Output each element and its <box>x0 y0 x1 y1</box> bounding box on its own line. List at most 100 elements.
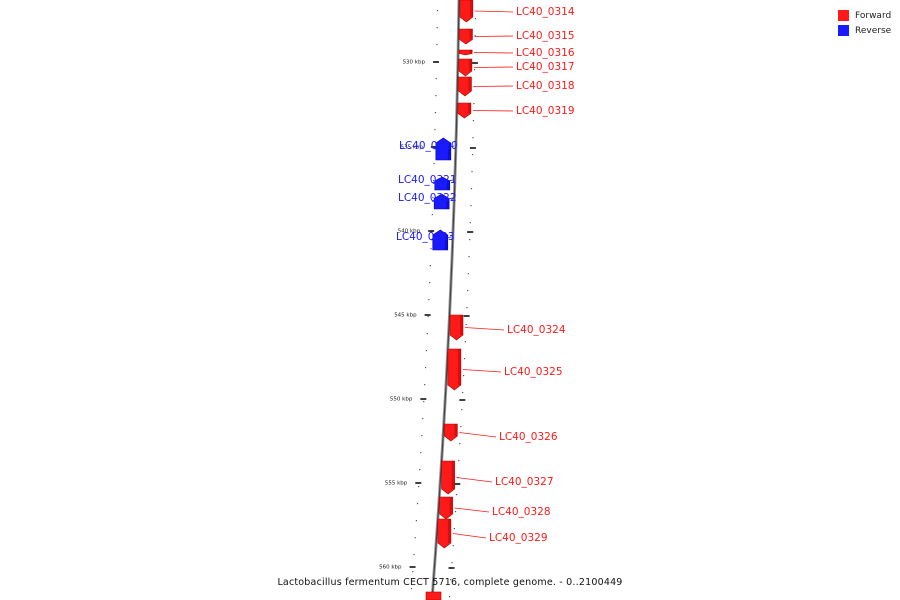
gene-arrow-shade <box>459 315 463 335</box>
gene-leader-line <box>430 236 452 241</box>
gene-arrow-shade <box>467 103 471 114</box>
gene-lc40-0318[interactable]: LC40_0318 <box>458 76 575 97</box>
minor-tick <box>432 180 435 182</box>
gene-label[interactable]: LC40_0323 <box>396 231 455 243</box>
gene-lc40-0316[interactable]: LC40_0316 <box>458 47 575 59</box>
gene-leader-line <box>459 432 497 438</box>
minor-tick <box>448 596 451 598</box>
gene-arrow[interactable] <box>447 348 462 391</box>
gene-arrow-shade <box>447 143 451 160</box>
gene-lc40-0328[interactable]: LC40_0328 <box>439 496 551 520</box>
minor-tick <box>436 44 438 46</box>
minor-tick <box>473 103 475 105</box>
gene-label[interactable]: LC40_0321 <box>398 174 457 186</box>
genome-caption: Lactobacillus fermentum CECT 5716, compl… <box>277 577 623 588</box>
gene-label[interactable]: LC40_0329 <box>489 532 548 544</box>
gene-lc40-0322[interactable]: LC40_0322 <box>398 192 457 210</box>
gene-label[interactable]: LC40_0317 <box>516 61 575 73</box>
legend: Forward Reverse <box>838 8 900 38</box>
gene-lc40-0321[interactable]: LC40_0321 <box>398 174 457 191</box>
minor-tick <box>468 256 470 258</box>
gene-label[interactable]: LC40_0315 <box>516 30 575 42</box>
gene-arrow[interactable] <box>439 496 453 520</box>
minor-tick <box>425 350 428 352</box>
gene-label[interactable]: LC40_0314 <box>516 6 575 18</box>
legend-reverse-label: Reverse <box>855 25 892 36</box>
gene-arrow[interactable] <box>434 176 451 191</box>
gene-label[interactable]: LC40_0316 <box>516 47 575 59</box>
minor-tick-dots <box>410 10 477 598</box>
minor-tick <box>426 333 428 335</box>
gene-leader-line <box>473 85 514 87</box>
minor-tick <box>452 545 454 547</box>
gene-label[interactable]: LC40_0318 <box>516 80 575 92</box>
minor-tick <box>414 537 416 539</box>
gene-leader-line <box>472 110 514 112</box>
gene-arrow[interactable] <box>458 58 473 77</box>
gene-arrow[interactable] <box>449 314 464 341</box>
gene-arrow[interactable] <box>433 193 450 210</box>
gene-leader-line <box>464 327 505 331</box>
gene-lc40-0320[interactable]: LC40_0320 <box>399 137 458 161</box>
gene-leader-line <box>456 477 493 483</box>
tick-label: 530 kbp <box>403 60 426 66</box>
gene-label[interactable]: LC40_0319 <box>516 105 575 117</box>
minor-tick <box>419 469 421 471</box>
gene-lc40-0325[interactable]: LC40_0325 <box>447 348 563 391</box>
minor-tick <box>472 137 474 139</box>
gene-lc40-0314[interactable]: LC40_0314 <box>459 0 575 23</box>
gene-label[interactable]: LC40_0328 <box>492 506 551 518</box>
minor-tick <box>424 384 426 386</box>
gene-arrow[interactable] <box>435 137 452 161</box>
minor-tick <box>456 494 458 496</box>
gene-arrow[interactable] <box>441 460 455 495</box>
minor-tick <box>469 239 471 241</box>
minor-tick <box>467 290 469 292</box>
minor-tick <box>460 426 462 428</box>
gene-lc40-0315[interactable]: LC40_0315 <box>459 28 575 45</box>
gene-label[interactable]: LC40_0326 <box>499 431 558 443</box>
minor-tick <box>431 214 433 216</box>
gene-arrow[interactable] <box>458 76 472 97</box>
gene-arrow[interactable] <box>437 518 452 549</box>
gene-label[interactable]: LC40_0324 <box>507 324 566 336</box>
gene-arrow[interactable] <box>432 229 449 251</box>
minor-tick <box>470 205 472 207</box>
gene-lc40-0326[interactable]: LC40_0326 <box>444 423 558 443</box>
gene-arrow-partial[interactable] <box>425 591 442 600</box>
gene-arrow[interactable] <box>459 28 473 45</box>
minor-tick <box>462 375 465 377</box>
minor-tick <box>473 69 476 71</box>
gene-label[interactable]: LC40_0325 <box>504 366 563 378</box>
minor-tick <box>470 188 473 190</box>
gene-leader-line <box>432 179 454 184</box>
reverse-swatch <box>838 25 849 36</box>
gene-arrow[interactable] <box>444 423 458 442</box>
minor-tick <box>459 443 461 445</box>
gene-label[interactable]: LC40_0320 <box>399 140 458 152</box>
gene-arrow[interactable] <box>457 102 472 119</box>
minor-tick <box>471 154 474 156</box>
minor-tick <box>465 324 467 326</box>
gene-label[interactable]: LC40_0322 <box>398 192 457 204</box>
minor-tick <box>435 95 437 97</box>
gene-label[interactable]: LC40_0327 <box>495 476 554 488</box>
gene-leader-line <box>454 507 490 513</box>
gene-arrow-shade <box>444 235 448 250</box>
minor-tick <box>458 460 460 462</box>
minor-tick <box>421 435 423 437</box>
gene-lc40-0323[interactable]: LC40_0323 <box>396 229 455 251</box>
gene-lc40-0327[interactable]: LC40_0327 <box>441 460 554 495</box>
gene-lc40-0324[interactable]: LC40_0324 <box>449 314 566 341</box>
gene-arrow[interactable] <box>459 0 474 23</box>
minor-tick <box>432 197 434 199</box>
gene-lc40-0319[interactable]: LC40_0319 <box>457 102 575 119</box>
minor-tick <box>436 10 439 12</box>
minor-tick <box>415 520 417 522</box>
gene-arrow-shade <box>469 0 473 17</box>
gene-lc40-0329[interactable]: LC40_0329 <box>437 518 548 549</box>
gene-lc40-0317[interactable]: LC40_0317 <box>458 58 575 77</box>
gene-arrow[interactable] <box>458 49 473 56</box>
gene-arrow-shade <box>447 519 451 543</box>
